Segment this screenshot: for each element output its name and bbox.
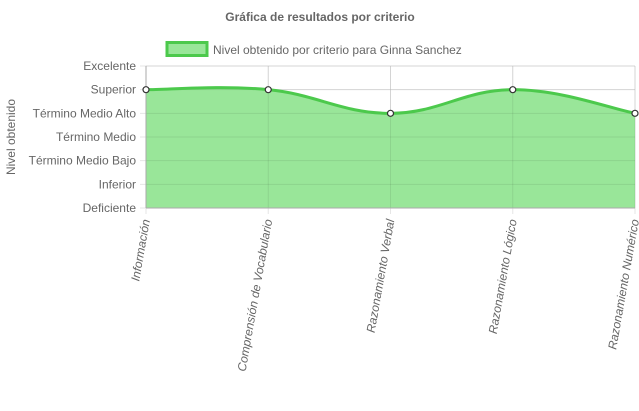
data-point (142, 86, 150, 94)
x-axis-ticks: Información Comprensión de Vocabulario Raz… (128, 218, 639, 373)
legend-label: Nivel obtenido por criterio para Ginna S… (213, 43, 462, 57)
data-points (142, 86, 639, 117)
data-point (509, 86, 517, 94)
legend[interactable]: Nivel obtenido por criterio para Ginna S… (165, 41, 462, 58)
x-tick-label: Información (128, 218, 153, 282)
data-point (264, 86, 272, 94)
y-tick-label: Término Medio (56, 130, 136, 144)
plot-area (145, 65, 636, 209)
y-tick-label: Deficiente (83, 201, 137, 215)
legend-swatch (165, 41, 209, 57)
y-tick-label: Término Medio Alto (33, 106, 137, 120)
x-tick-label: Razonamiento Lógico (486, 218, 520, 335)
y-axis-label: Nivel obtenido (4, 99, 18, 175)
y-axis-ticks: Deficiente Inferior Término Medio Bajo Térm… (29, 59, 137, 215)
y-tick-label: Excelente (83, 59, 136, 73)
chart-title: Gráfica de resultados por criterio (225, 10, 414, 24)
y-tick-label: Inferior (99, 177, 136, 191)
x-tick-label: Comprensión de Vocabulario (235, 218, 276, 373)
series-area (146, 87, 635, 208)
x-tick-label: Razonamiento Verbal (364, 218, 398, 334)
y-tick-label: Término Medio Bajo (29, 154, 137, 168)
data-point (631, 109, 639, 117)
y-tick-label: Superior (91, 83, 136, 97)
data-point (386, 109, 395, 117)
x-tick-label: Razonamiento Numérico (605, 218, 639, 351)
